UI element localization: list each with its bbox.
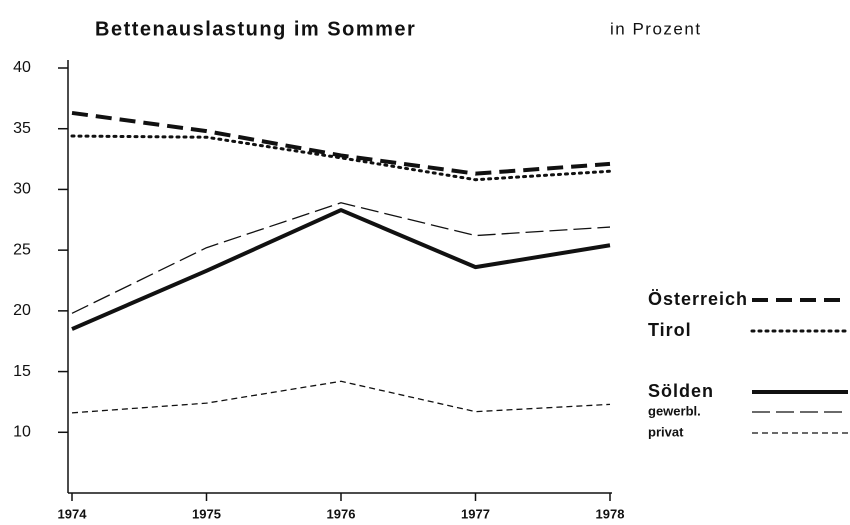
y-tick-label: 35 [13,120,31,137]
legend-label: Sölden [648,381,714,401]
legend-label: privat [648,424,684,439]
series-line [71,208,611,331]
y-tick-label: 25 [13,241,31,258]
legend-label: Tirol [648,320,692,340]
series-line [71,110,611,176]
legend-label: gewerbl. [648,403,701,418]
series-line [71,202,611,314]
y-tick-label: 15 [13,363,31,380]
y-tick-label: 40 [13,59,31,76]
x-tick-label: 1977 [461,506,490,521]
series-line [71,380,611,414]
chart-subtitle: in Prozent [610,19,702,38]
legend-label: Österreich [648,289,748,309]
x-tick-label: 1975 [192,506,221,521]
x-tick-label: 1978 [596,506,625,521]
x-tick-label: 1974 [58,506,88,521]
series-line [70,134,612,182]
x-tick-label: 1976 [327,506,356,521]
y-tick-label: 10 [13,424,31,441]
chart-title: Bettenauslastung im Sommer [95,18,416,40]
y-tick-label: 30 [13,181,31,198]
y-tick-label: 20 [13,302,31,319]
